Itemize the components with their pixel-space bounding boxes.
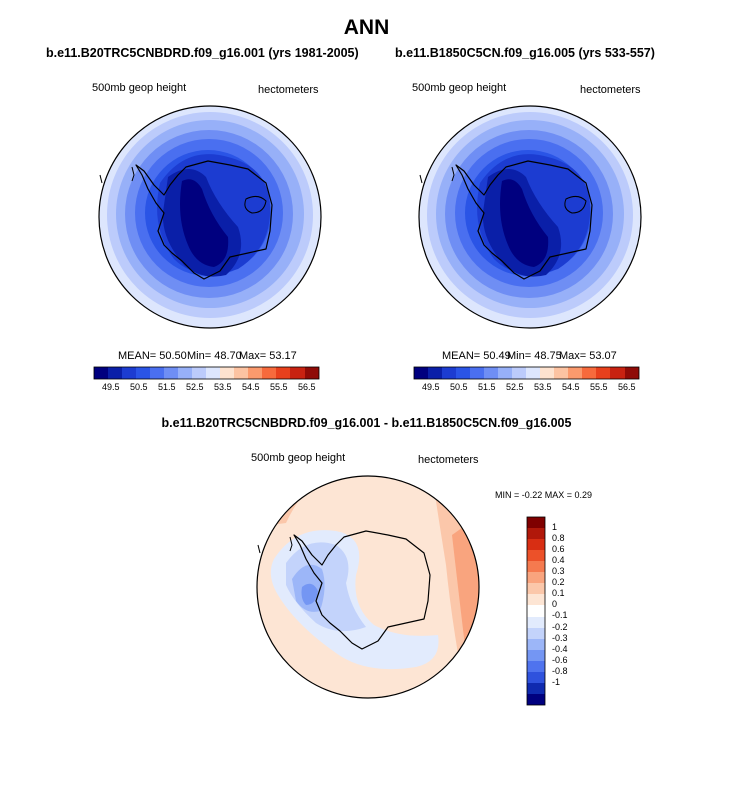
panel-1-mean: MEAN= 50.50 — [118, 350, 187, 362]
panel-2-max: Max= 53.07 — [559, 350, 617, 362]
panel-2-title: b.e11.B1850C5CN.f09_g16.005 (yrs 533-557… — [395, 46, 655, 60]
panel-2-variable: 500mb geop height — [412, 82, 507, 94]
panel-1-title: b.e11.B20TRC5CNBDRD.f09_g16.001 (yrs 198… — [46, 46, 359, 60]
difference-map — [256, 475, 480, 699]
difference-minmax: MIN = -0.22 MAX = 0.29 — [495, 490, 593, 500]
panel-1-units: hectometers — [258, 84, 319, 96]
panel-2-colorbar — [413, 366, 640, 380]
panel-1-colorbar — [93, 366, 320, 380]
panel-2-min: Min= 48.75 — [507, 350, 562, 362]
difference-title: b.e11.B20TRC5CNBDRD.f09_g16.001 - b.e11.… — [161, 416, 572, 430]
panel-1-map — [98, 105, 322, 329]
difference-units: hectometers — [418, 454, 479, 466]
difference-colorbar — [526, 516, 546, 706]
panel-1-min: Min= 48.70 — [187, 350, 242, 362]
figure-title: ANN — [343, 16, 390, 39]
panel-2-map — [418, 105, 642, 329]
panel-2-units: hectometers — [580, 84, 641, 96]
difference-variable: 500mb geop height — [251, 452, 346, 464]
panel-1-variable: 500mb geop height — [92, 82, 187, 94]
panel-2-mean: MEAN= 50.49 — [442, 350, 511, 362]
panel-1-max: Max= 53.17 — [239, 350, 297, 362]
